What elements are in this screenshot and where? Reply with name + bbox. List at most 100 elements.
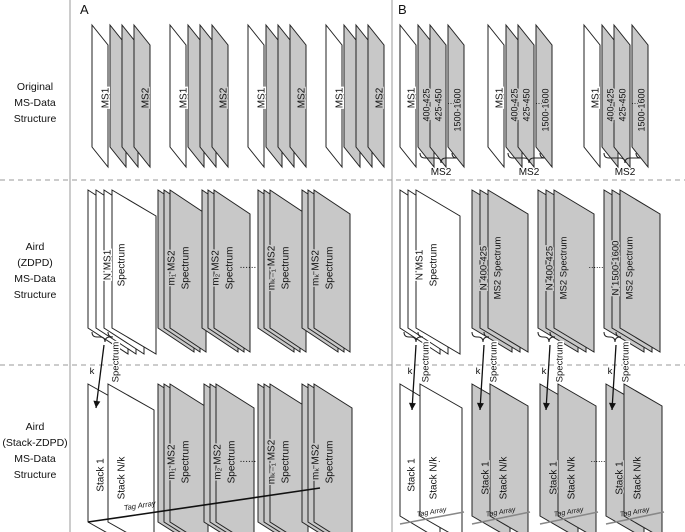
k-spectrum-brace <box>603 331 622 343</box>
ms2-label: MS2 <box>141 87 152 108</box>
ms2-group-block-label: N 400-425 <box>545 246 556 290</box>
arrow-head <box>93 400 101 408</box>
k-spectrum-brace <box>403 331 424 343</box>
ms2-label: MS2 <box>297 87 308 108</box>
compress-arrow <box>408 344 417 411</box>
k-spectrum-brace <box>537 331 556 343</box>
row-label-zdpd-line: Aird <box>26 241 45 253</box>
ms2-label: MS2 <box>375 87 386 108</box>
ms1-label: MS1 <box>179 87 190 108</box>
stack-label: Stack 1 <box>615 461 626 495</box>
ms2-block-label: Spectrum <box>181 247 192 290</box>
arrow-shaft <box>95 344 105 409</box>
arrow-head <box>608 402 616 410</box>
ms2-block-label: m₁ MS2 <box>167 250 178 285</box>
ms2-block-label: mₖ MS2 <box>311 250 322 286</box>
stack-label: Stack 1 <box>549 461 560 495</box>
ms2-group-block-label: N 1500-1600 <box>611 241 622 296</box>
gray-spectrum-card <box>487 189 529 353</box>
stack-label: Stack N/k <box>117 456 128 500</box>
ellipsis-label: .. <box>633 454 638 464</box>
ms2-block-label: m₂ MS2 <box>213 444 224 480</box>
row-label-stack-line: Structure <box>14 469 57 481</box>
gray-spectrum-card <box>623 383 663 532</box>
panel-b-label: B <box>398 2 407 17</box>
stack-label: Stack 1 <box>481 461 492 495</box>
gray-spectrum-card <box>215 383 255 532</box>
gray-spectrum-card <box>553 189 595 353</box>
arrow-shaft <box>611 344 617 411</box>
gray-spectrum-card <box>133 23 151 169</box>
row-label-original-line: MS-Data <box>14 97 56 109</box>
ms2-group-label: MS2 <box>431 167 452 178</box>
arrow-spectrum-label: Spectrum <box>111 342 122 383</box>
gray-spectrum-card <box>447 23 465 169</box>
arrow-spectrum-label: Spectrum <box>489 342 500 383</box>
ms2-group-brace <box>603 152 642 164</box>
k-spectrum-brace <box>91 331 114 343</box>
ms2-block-label: Spectrum <box>281 247 292 290</box>
stack-label: Stack 1 <box>96 458 107 492</box>
row-label-zdpd-line: (ZDPD) <box>17 257 53 269</box>
ms2-group-brace <box>419 152 458 164</box>
white-spectrum-card <box>247 23 265 169</box>
k-spectrum-brace <box>471 331 490 343</box>
tag-array-bar <box>399 511 465 525</box>
white-spectrum-card <box>107 383 155 532</box>
ms2-block-label: m₂ MS2 <box>211 250 222 286</box>
window-label: 1500-1600 <box>540 88 550 131</box>
arrow-k-label: k <box>408 366 413 377</box>
ellipsis-label: ...... <box>590 454 605 464</box>
ms1-block-label: Spectrum <box>429 244 440 287</box>
row-label-original-line: Structure <box>14 113 57 125</box>
ellipsis-label: ...... <box>588 260 603 270</box>
ms2-block-label: m₁ MS2 <box>167 444 178 479</box>
ms2-block-label: mₖ MS2 <box>311 444 322 480</box>
row-label-stack-line: MS-Data <box>14 453 56 465</box>
row-label-stack-line: (Stack-ZDPD) <box>2 437 67 449</box>
ms1-label: MS1 <box>495 87 506 108</box>
ms2-block-label: Spectrum <box>325 441 336 484</box>
ms2-block-label: Spectrum <box>227 441 238 484</box>
arrow-head <box>542 402 550 410</box>
ellipsis-label: .. <box>435 454 440 464</box>
arrow-k-label: k <box>90 366 95 377</box>
row-label-stack-line: Aird <box>26 421 45 433</box>
ms1-block-label: Spectrum <box>117 244 128 287</box>
window-label: 1500-1600 <box>452 88 462 131</box>
window-label: 425-450 <box>617 88 627 121</box>
tag-array-bar <box>605 511 665 525</box>
gray-spectrum-card <box>213 189 251 353</box>
window-label: 400-425 <box>421 88 431 121</box>
ms1-block-label: N MS1 <box>415 249 426 280</box>
arrow-k-label: k <box>542 366 547 377</box>
arrow-shaft <box>411 344 417 411</box>
ms2-block-label: mₖ₋₁ MS2 <box>267 439 278 484</box>
window-label: 1500-1600 <box>636 88 646 131</box>
white-spectrum-card <box>583 23 601 169</box>
ms2-block-label: mₖ₋₁ MS2 <box>267 245 278 290</box>
ms1-block-label: N MS1 <box>103 249 114 280</box>
row-label-stack: Aird (Stack-ZDPD) MS-Data Structure <box>2 421 67 481</box>
compress-arrow <box>542 344 551 411</box>
annotations-layer: MS1 MS2 MS1 MS2 MS1 MS2 MS1 MS2 MS1 400-425 425-45… <box>87 86 665 525</box>
ellipsis-label: ... <box>447 96 455 106</box>
ms1-label: MS1 <box>257 87 268 108</box>
gray-spectrum-card <box>517 23 535 169</box>
compress-arrow <box>476 344 485 411</box>
window-label: 400-425 <box>605 88 615 121</box>
ms2-block-label: Spectrum <box>325 247 336 290</box>
gray-spectrum-card <box>557 383 597 532</box>
white-spectrum-card <box>415 189 461 355</box>
stack-label: Stack N/k <box>499 456 510 500</box>
ellipsis-label: .. <box>567 454 572 464</box>
gray-spectrum-card <box>169 383 209 532</box>
gray-spectrum-card <box>489 383 529 532</box>
ms2-group-block-label: MS2 Spectrum <box>559 237 570 300</box>
white-spectrum-card <box>91 23 109 169</box>
stack-label: Stack 1 <box>407 458 418 492</box>
tag-array-bar <box>87 514 137 523</box>
window-label: 400-425 <box>509 88 519 121</box>
white-spectrum-card <box>169 23 187 169</box>
